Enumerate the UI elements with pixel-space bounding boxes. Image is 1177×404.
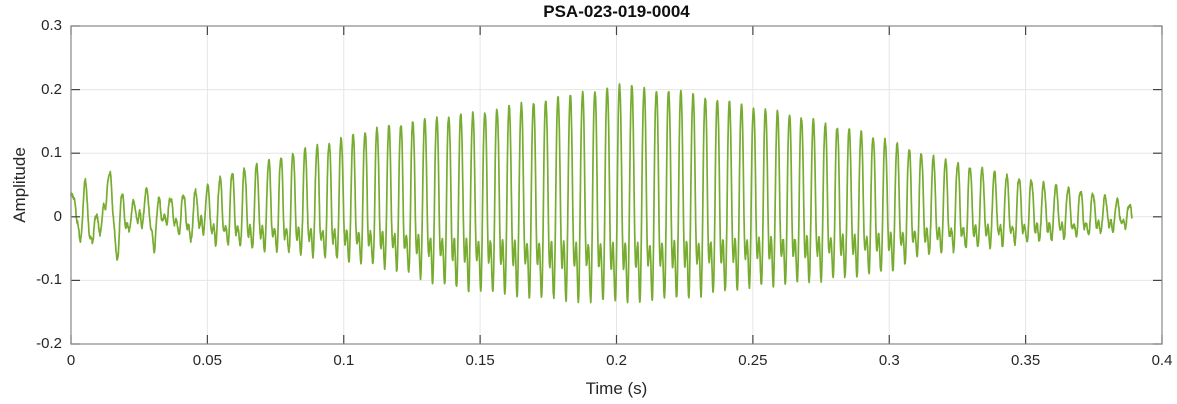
- x-tick-label: 0.1: [333, 352, 355, 369]
- waveform-line: [70, 83, 1133, 304]
- y-tick-label: 0.3: [41, 17, 62, 34]
- y-tick-label: 0.2: [41, 80, 62, 98]
- x-tick-label: 0.15: [465, 352, 495, 369]
- plot-border: [70, 25, 1163, 345]
- y-tick-label: -0.2: [36, 335, 62, 352]
- x-tick-label: 0: [66, 352, 76, 369]
- chart-title: PSA-023-019-0004: [543, 2, 690, 21]
- x-tick-label: 0.35: [1011, 352, 1041, 369]
- x-tick-label: 0.3: [878, 352, 900, 369]
- y-tick-label: 0.1: [41, 144, 62, 162]
- x-tick-label: 0.05: [192, 352, 222, 369]
- x-tick-label: 0.2: [606, 352, 627, 369]
- grid-lines: [71, 26, 1162, 344]
- x-tick-label: 0.4: [1151, 352, 1173, 369]
- y-tick-label: 0: [53, 207, 62, 225]
- x-tick-label: 0.25: [738, 352, 768, 369]
- x-axis-label: Time (s): [585, 379, 648, 398]
- y-tick-label: -0.1: [36, 271, 62, 289]
